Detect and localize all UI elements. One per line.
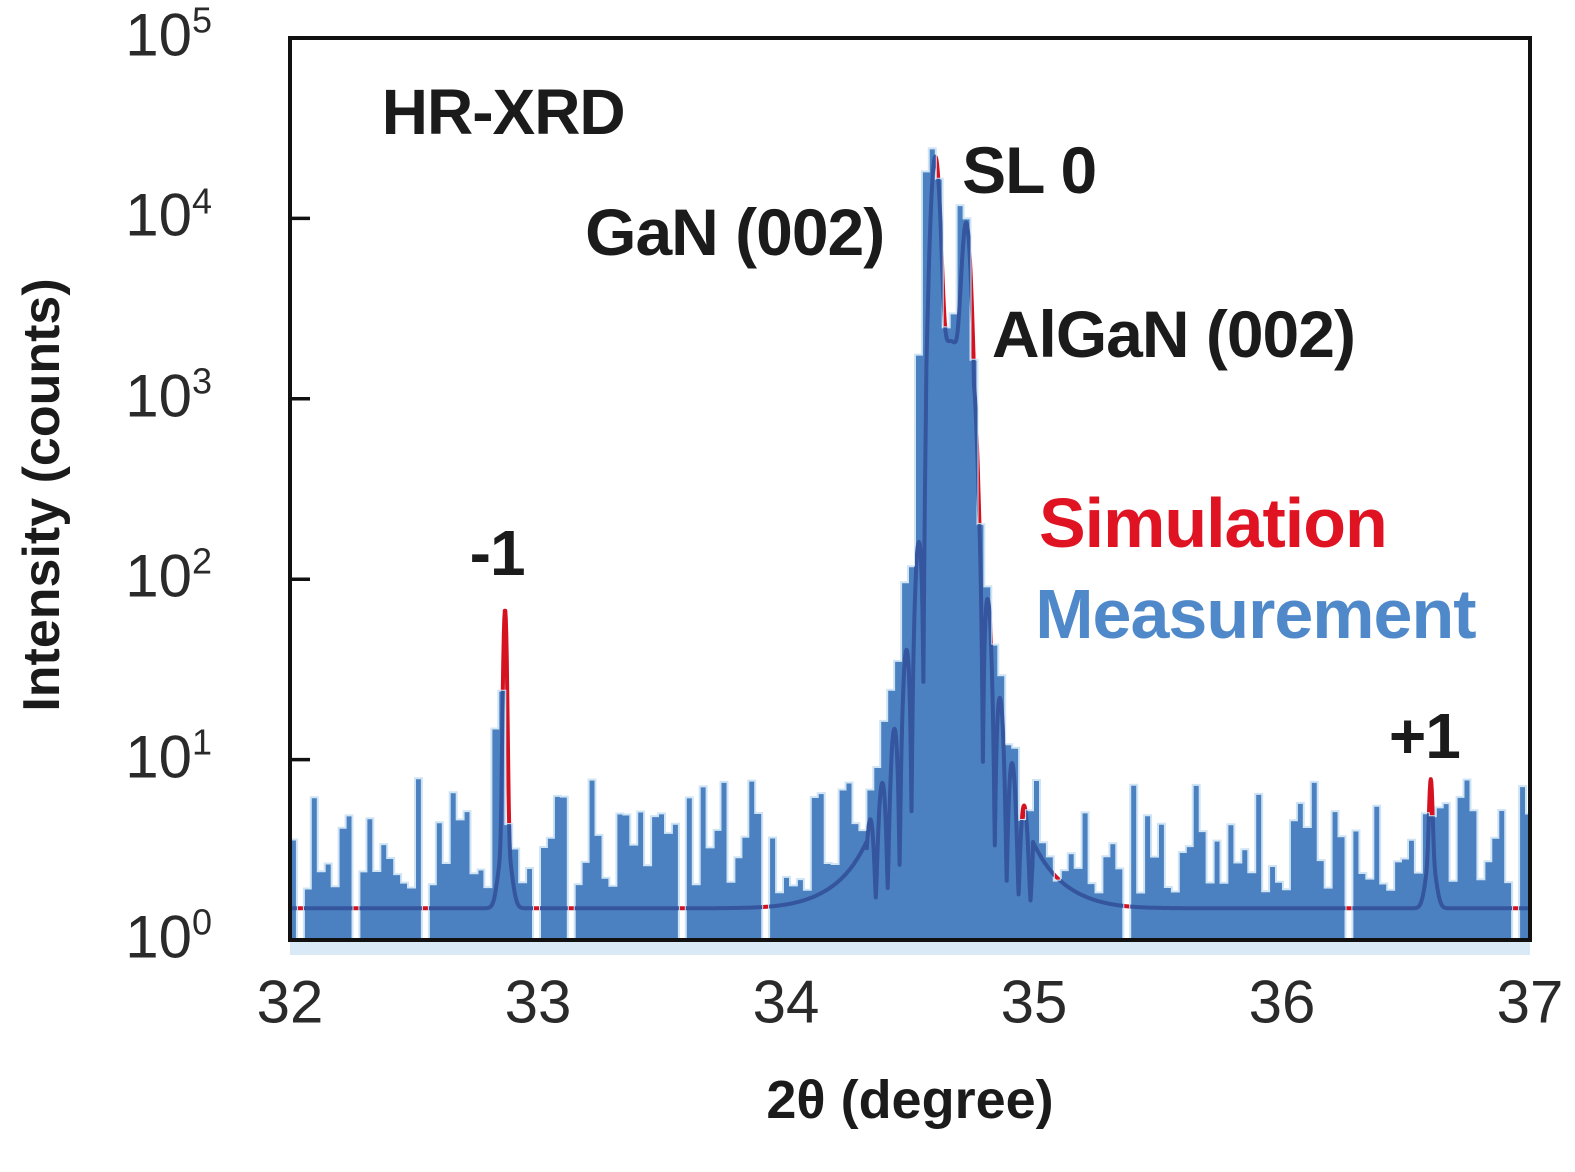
legend-simulation-label: Simulation bbox=[1038, 483, 1388, 562]
x-axis-title: 2θ (degree) bbox=[766, 1070, 1054, 1130]
x-tick-36: 36 bbox=[1248, 968, 1316, 1036]
x-tick-35: 35 bbox=[1000, 968, 1068, 1036]
y-tick-1e3: 103 bbox=[125, 360, 212, 430]
y-tick-1e2: 102 bbox=[125, 541, 212, 610]
x-tick-37: 37 bbox=[1496, 968, 1564, 1036]
sl0-label: SL 0 bbox=[962, 133, 1097, 208]
gan-002-label: GaN (002) bbox=[585, 195, 885, 270]
algan-002-label: AlGaN (002) bbox=[991, 296, 1356, 371]
plot-title: HR-XRD bbox=[381, 75, 626, 148]
y-tick-1e0: 100 bbox=[125, 901, 212, 971]
y-tick-1e4: 104 bbox=[125, 180, 212, 250]
x-tick-32: 32 bbox=[256, 968, 324, 1036]
y-tick-1e5: 105 bbox=[125, 0, 212, 69]
minus1-label: -1 bbox=[469, 516, 526, 589]
simulation-overlap-series bbox=[290, 154, 1530, 911]
x-tick-33: 33 bbox=[504, 968, 572, 1036]
y-axis-title: Intensity (counts) bbox=[13, 278, 71, 712]
x-tick-34: 34 bbox=[752, 968, 820, 1036]
y-tick-1e1: 101 bbox=[125, 721, 212, 791]
plus1-label: +1 bbox=[1388, 700, 1461, 773]
legend-measurement-label: Measurement bbox=[1035, 575, 1476, 654]
